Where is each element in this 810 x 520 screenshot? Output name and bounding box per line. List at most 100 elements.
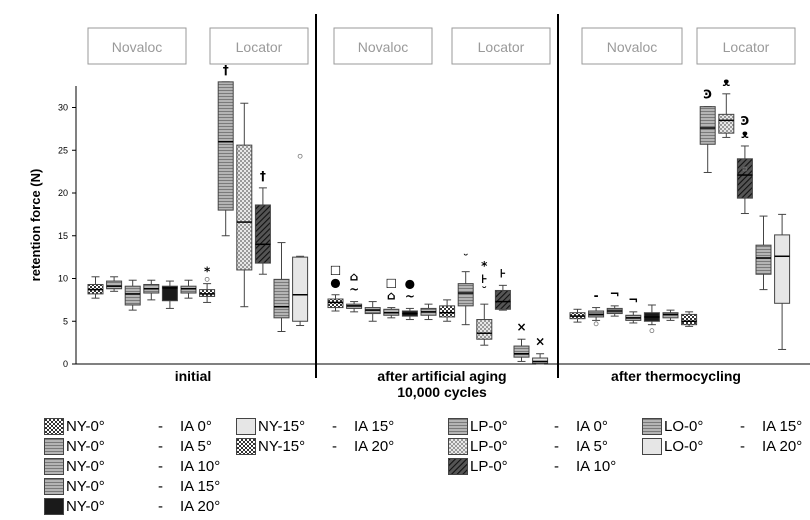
group-label: after artificial aging 10,000 cycles (332, 368, 552, 400)
group-label-line: initial (174, 368, 212, 384)
box-2-11 (774, 213, 791, 350)
legend-dash: - (740, 417, 745, 435)
legend-ia-label: IA 5° (576, 437, 608, 455)
significance-marker: ~ (349, 283, 359, 297)
legend-dash: - (554, 457, 559, 475)
significance-marker: ᴥ (723, 75, 731, 89)
panel-header-box (333, 27, 433, 65)
legend-item: NY-15° - IA 20° (236, 436, 394, 456)
significance-marker: ⊦ (500, 266, 507, 280)
legend-item: LO-0° - IA 15° (642, 416, 802, 436)
y-tick-label: 20 (58, 188, 68, 198)
legend-item: LP-0° - IA 10° (448, 456, 616, 476)
box-body (327, 298, 344, 309)
significance-marker: ● (330, 276, 340, 290)
significance-marker: □ (330, 263, 341, 277)
panel-header-label: Novaloc (112, 39, 163, 55)
significance-marker: ● (405, 276, 415, 290)
panel-header-box (696, 27, 796, 65)
box-1-4 (401, 307, 418, 321)
box-2-2 (606, 305, 623, 317)
box-2-5 (662, 309, 679, 321)
legend-series-name: LO-0° (664, 417, 704, 435)
legend-ia-label: IA 10° (576, 457, 617, 475)
y-tick-label: 25 (58, 145, 68, 155)
significance-marker: ˘ (463, 253, 469, 267)
legend-series-name: NY-0° (66, 497, 105, 515)
legend-dash: - (158, 437, 163, 455)
legend-swatch (44, 417, 64, 435)
box-body (254, 204, 271, 264)
legend-item: NY-0° - IA 5° (44, 436, 212, 456)
box-1-3 (383, 307, 400, 319)
legend-ia-label: IA 20° (762, 437, 803, 455)
legend-swatch (44, 477, 64, 495)
legend-series-name: NY-15° (258, 417, 306, 435)
legend-swatch (44, 497, 64, 515)
box-0-0 (87, 276, 104, 299)
panel-header-box (581, 27, 683, 65)
legend-swatch (448, 417, 468, 435)
legend-ia-label: IA 20° (180, 497, 221, 515)
box-2-6 (681, 311, 698, 327)
panel-header-label: Locator (723, 39, 770, 55)
box-body (124, 285, 141, 306)
significance-marker: ⌂ (350, 270, 359, 284)
legend-ia-label: IA 15° (354, 417, 395, 435)
significance-marker: × (535, 335, 545, 349)
box-body (755, 244, 772, 275)
box-0-1 (106, 276, 123, 292)
legend-series-name: NY-0° (66, 437, 105, 455)
group-label: after thermocycling (566, 368, 786, 384)
significance-marker: ¬ (628, 293, 638, 307)
box-1-8 (476, 303, 493, 346)
box-body (106, 280, 123, 290)
legend-swatch (236, 417, 256, 435)
box-0-7 (217, 81, 234, 237)
box-2-9 (736, 145, 753, 215)
box-body (217, 81, 234, 211)
legend-item: LP-0° - IA 0° (448, 416, 608, 436)
legend-dash: - (740, 437, 745, 455)
box-0-2 (124, 279, 141, 311)
box-body (236, 144, 253, 271)
legend-series-name: LP-0° (470, 437, 508, 455)
legend-series-name: LP-0° (470, 417, 508, 435)
significance-marker: Ͽ (704, 88, 712, 102)
box-body (439, 305, 456, 318)
box-1-0 (327, 294, 344, 312)
legend-series-name: LO-0° (664, 437, 704, 455)
box-body (513, 345, 530, 358)
box-0-10 (273, 242, 290, 333)
panel-header-label: Novaloc (358, 39, 409, 55)
box-1-10 (513, 338, 530, 362)
legend-dash: - (554, 437, 559, 455)
boxplot-chart: 0 5 10 15 20 25 30 retention force (N) Novaloc L… (28, 14, 810, 378)
legend-series-name: NY-0° (66, 477, 105, 495)
legend-dash: - (158, 497, 163, 515)
significance-marker: † (223, 63, 229, 77)
significance-marker: Ͽ (741, 114, 749, 128)
box-body (199, 289, 216, 297)
box-body (736, 158, 753, 199)
box-2-1 (588, 307, 605, 327)
significance-marker: □ (386, 276, 397, 290)
panel-header-box (209, 27, 309, 65)
legend-dash: - (332, 417, 337, 435)
box-2-0 (569, 308, 586, 323)
panel-header-box (87, 27, 187, 65)
panel-header-label: Novaloc (607, 39, 658, 55)
legend-ia-label: IA 0° (180, 417, 212, 435)
significance-marker: ~ (405, 289, 415, 303)
panel-header-label: Locator (478, 39, 525, 55)
significance-marker: * (204, 265, 211, 279)
box-0-4 (161, 280, 178, 309)
box-body (161, 285, 178, 302)
y-tick-label: 30 (58, 103, 68, 113)
legend-swatch (44, 457, 64, 475)
legend-swatch (236, 437, 256, 455)
box-body (292, 256, 309, 322)
significance-marker: ¬ (610, 287, 620, 301)
significance-marker: ᴥ (741, 127, 749, 141)
box-1-2 (364, 301, 381, 322)
